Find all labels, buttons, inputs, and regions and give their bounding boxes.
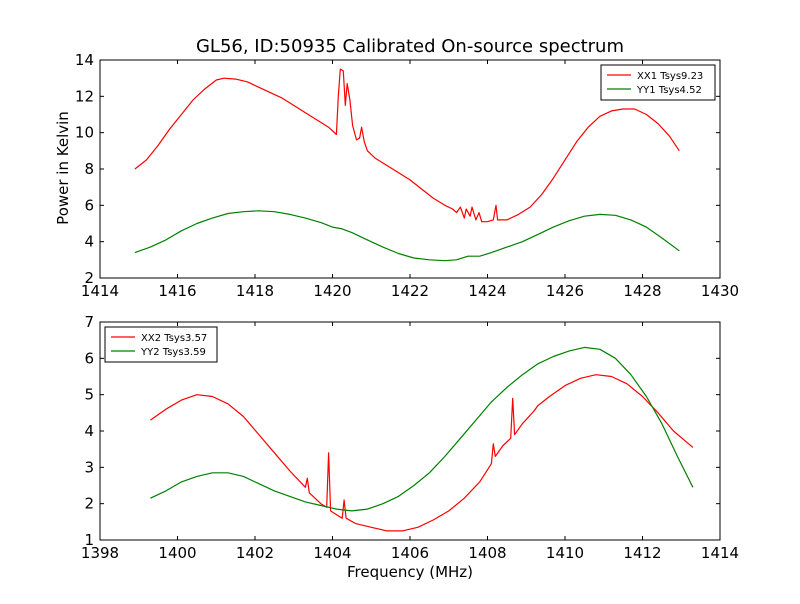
y-axis-label: Power in Kelvin — [54, 111, 72, 225]
x-axis-label: Frequency (MHz) — [347, 563, 473, 581]
series-line-yy1 — [134, 210, 680, 262]
legend: XX2 Tsys3.57 YY2 Tsys3.59 — [104, 326, 218, 363]
x-tick-label: 1414 — [701, 544, 739, 562]
x-tick-label: 1424 — [468, 282, 506, 300]
y-tick-label: 3 — [84, 458, 94, 476]
bottom-panel: 1398 1400 1402 1404 1406 1408 1410 1412 1414 1 2 3 4… — [81, 313, 739, 562]
chart-title: GL56, ID:50935 Calibrated On-source spec… — [196, 36, 624, 57]
y-tick-label: 4 — [84, 422, 94, 440]
x-tick-label: 1430 — [701, 282, 739, 300]
legend-label: XX1 Tsys9.23 — [637, 71, 703, 82]
x-tick-label: 1408 — [468, 544, 506, 562]
y-tick-label: 14 — [75, 51, 94, 69]
x-tick-label: 1420 — [313, 282, 351, 300]
series-line-xx1 — [134, 68, 680, 223]
series-line-xx2 — [150, 374, 694, 532]
legend-label: YY1 Tsys4.52 — [636, 85, 702, 96]
x-tick-label: 1426 — [546, 282, 584, 300]
x-tick-label: 1416 — [158, 282, 196, 300]
y-tick-label: 1 — [84, 531, 94, 549]
legend: XX1 Tsys9.23 YY1 Tsys4.52 — [600, 64, 716, 101]
y-tick-label: 12 — [75, 87, 94, 105]
x-tick-label: 1422 — [391, 282, 429, 300]
x-tick-label: 1412 — [623, 544, 661, 562]
x-tick-label: 1404 — [313, 544, 351, 562]
legend-box — [104, 326, 218, 363]
x-tick-label: 1428 — [623, 282, 661, 300]
x-tick-label: 1406 — [391, 544, 429, 562]
y-tick-label: 2 — [84, 495, 94, 513]
x-tick-label: 1414 — [81, 282, 119, 300]
top-panel: 1414 1416 1418 1420 1422 1424 1426 1428 1430 2 4 6 8… — [75, 51, 739, 300]
x-tick-label: 1410 — [546, 544, 584, 562]
y-tick-label: 5 — [84, 386, 94, 404]
x-tick-label: 1398 — [81, 544, 119, 562]
y-tick-label: 2 — [84, 269, 94, 287]
y-tick-label: 4 — [84, 233, 94, 251]
x-tick-label: 1400 — [158, 544, 196, 562]
x-tick-label: 1418 — [236, 282, 274, 300]
legend-label: YY2 Tsys3.59 — [140, 347, 206, 358]
y-tick-label: 7 — [84, 313, 94, 331]
y-tick-label: 8 — [84, 160, 94, 178]
x-tick-label: 1402 — [236, 544, 274, 562]
legend-label: XX2 Tsys3.57 — [141, 333, 207, 344]
y-tick-label: 6 — [84, 349, 94, 367]
legend-box — [600, 64, 716, 101]
y-tick-label: 10 — [75, 124, 94, 142]
y-tick-label: 6 — [84, 196, 94, 214]
series-line-yy2 — [150, 346, 694, 512]
